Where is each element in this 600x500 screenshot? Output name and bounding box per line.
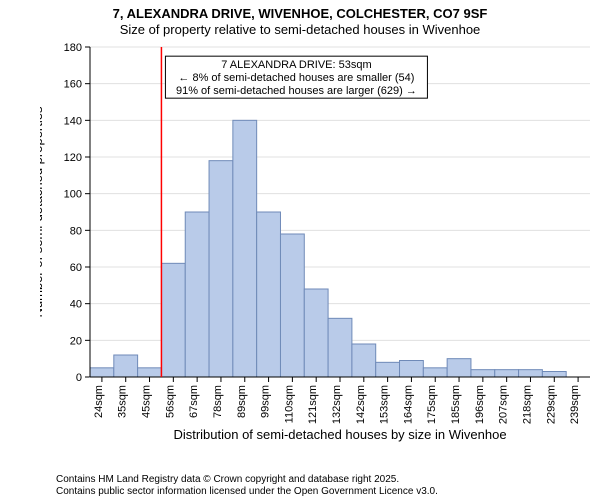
histogram-bar bbox=[280, 234, 304, 377]
y-tick-label: 100 bbox=[64, 188, 82, 200]
histogram-bar bbox=[233, 120, 257, 377]
x-tick-label: 218sqm bbox=[521, 385, 533, 424]
histogram-bar bbox=[471, 369, 495, 376]
x-tick-label: 56sqm bbox=[164, 385, 176, 418]
x-axis-label: Distribution of semi-detached houses by … bbox=[173, 427, 506, 442]
footer-line1: Contains HM Land Registry data © Crown c… bbox=[56, 474, 600, 486]
histogram-bar bbox=[376, 362, 400, 377]
y-tick-label: 160 bbox=[64, 78, 82, 90]
histogram-bar bbox=[185, 212, 209, 377]
histogram-bar bbox=[447, 358, 471, 376]
x-tick-label: 239sqm bbox=[569, 385, 581, 424]
y-tick-label: 80 bbox=[70, 225, 82, 237]
histogram-bar bbox=[138, 367, 162, 376]
y-tick-label: 40 bbox=[70, 298, 82, 310]
title-block: 7, ALEXANDRA DRIVE, WIVENHOE, COLCHESTER… bbox=[0, 0, 600, 39]
histogram-bar bbox=[209, 160, 233, 376]
histogram-bar bbox=[519, 369, 543, 376]
x-tick-label: 24sqm bbox=[93, 385, 105, 418]
x-tick-label: 175sqm bbox=[426, 385, 438, 424]
histogram-bar bbox=[328, 318, 352, 377]
x-tick-label: 89sqm bbox=[236, 385, 248, 418]
x-tick-label: 185sqm bbox=[450, 385, 462, 424]
annotation-line3: 91% of semi-detached houses are larger (… bbox=[176, 85, 417, 97]
footer-line2: Contains public sector information licen… bbox=[56, 486, 600, 498]
x-tick-label: 207sqm bbox=[498, 385, 510, 424]
y-tick-label: 20 bbox=[70, 335, 82, 347]
x-tick-label: 121sqm bbox=[307, 385, 319, 424]
annotation-line1: 7 ALEXANDRA DRIVE: 53sqm bbox=[221, 59, 371, 71]
histogram-bar bbox=[114, 355, 138, 377]
x-tick-label: 78sqm bbox=[212, 385, 224, 418]
x-tick-label: 110sqm bbox=[283, 385, 295, 423]
x-tick-label: 35sqm bbox=[117, 385, 129, 418]
y-tick-label: 180 bbox=[64, 42, 82, 54]
histogram-bar bbox=[352, 344, 376, 377]
histogram-bar bbox=[90, 367, 114, 376]
histogram-chart: 0 20 40 60 80 100 120 140 160 180 24sqm 35sqm 45sqm 5… bbox=[40, 39, 600, 447]
footer: Contains HM Land Registry data © Crown c… bbox=[0, 474, 600, 498]
annotation-line2: ← 8% of semi-detached houses are smaller… bbox=[178, 72, 414, 84]
x-tick-label: 142sqm bbox=[355, 385, 367, 424]
title-line1: 7, ALEXANDRA DRIVE, WIVENHOE, COLCHESTER… bbox=[0, 6, 600, 22]
histogram-bar bbox=[495, 369, 519, 376]
title-line2: Size of property relative to semi-detach… bbox=[0, 22, 600, 38]
histogram-bar bbox=[257, 212, 281, 377]
y-tick-label: 140 bbox=[64, 115, 82, 127]
histogram-bar bbox=[542, 371, 566, 377]
x-tick-label: 45sqm bbox=[141, 385, 153, 418]
x-tick-label: 153sqm bbox=[379, 385, 391, 424]
histogram-bar bbox=[400, 360, 424, 377]
y-tick-label: 0 bbox=[76, 372, 82, 384]
y-tick-label: 120 bbox=[64, 152, 82, 164]
histogram-bar bbox=[304, 289, 328, 377]
x-tick-label: 132sqm bbox=[331, 385, 343, 424]
histogram-bar bbox=[161, 263, 185, 377]
x-tick-label: 164sqm bbox=[402, 385, 414, 424]
y-axis-label: Number of semi-detached properties bbox=[40, 106, 45, 317]
x-tick-label: 229sqm bbox=[545, 385, 557, 424]
x-tick-label: 196sqm bbox=[474, 385, 486, 424]
chart-container: 0 20 40 60 80 100 120 140 160 180 24sqm 35sqm 45sqm 5… bbox=[40, 39, 600, 447]
y-tick-label: 60 bbox=[70, 262, 82, 274]
x-tick-label: 67sqm bbox=[188, 385, 200, 418]
histogram-bar bbox=[423, 367, 447, 376]
x-tick-label: 99sqm bbox=[260, 385, 272, 418]
